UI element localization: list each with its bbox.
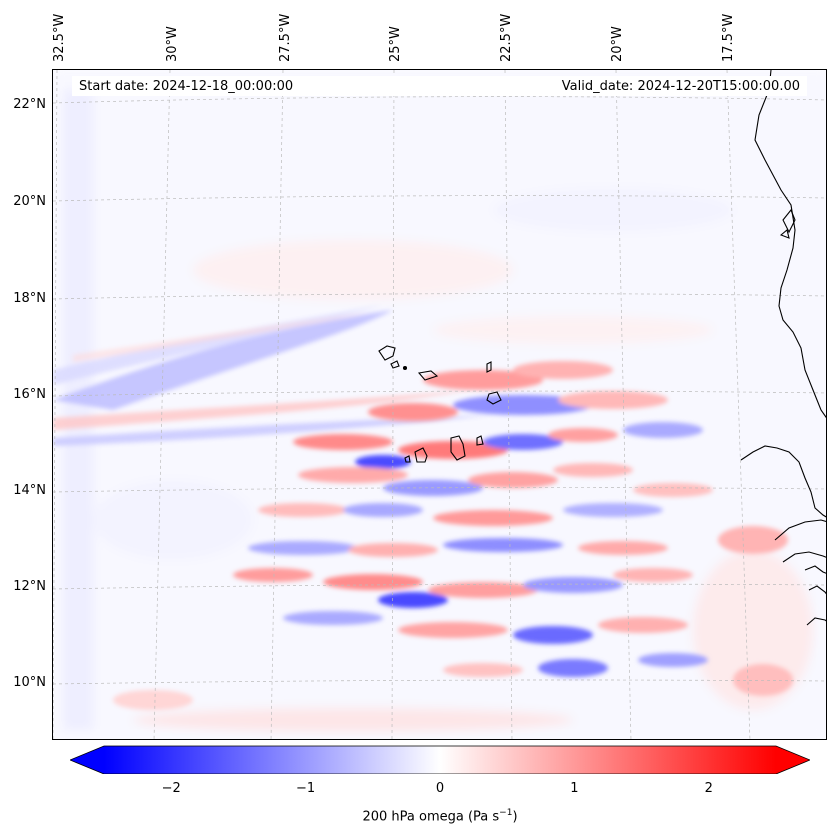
lat-label-16n: 16°N: [13, 387, 46, 402]
colorbar-label-main: 200 hPa omega (Pa s: [362, 809, 500, 825]
colorbar-outline: [70, 745, 810, 774]
colorbar-tick-label: −1: [296, 781, 316, 796]
valid-date-label: Valid_date: 2024-12-20T15:00:00.00: [561, 79, 800, 94]
colorbar-label-end: ): [512, 809, 518, 825]
lat-label-22n: 22°N: [13, 97, 46, 112]
lat-label-20n: 20°N: [13, 194, 46, 209]
lon-label-17-5w: 17.5°W: [721, 13, 736, 62]
lat-label-12n: 12°N: [13, 579, 46, 594]
cape-verde-islands: [378, 345, 502, 463]
colorbar-label-sup: −1: [499, 808, 513, 818]
coastline: [740, 70, 826, 626]
start-date-label: Start date: 2024-12-18_00:00:00: [79, 79, 294, 94]
lon-label-32-5w: 32.5°W: [52, 13, 67, 62]
lon-label-25w: 25°W: [388, 26, 403, 62]
colorbar-tick-label: −2: [161, 781, 181, 796]
colorbar-label: 200 hPa omega (Pa s−1): [0, 808, 837, 824]
map-panel[interactable]: [52, 69, 827, 740]
colorbar-tick-label: 1: [570, 781, 579, 796]
lon-label-30w: 30°W: [165, 26, 180, 62]
lat-label-14n: 14°N: [13, 483, 46, 498]
colorbar-tick-label: 2: [704, 781, 713, 796]
colorbar-gradient: [104, 746, 776, 774]
lon-label-20w: 20°W: [610, 26, 625, 62]
lon-label-27-5w: 27.5°W: [278, 13, 293, 62]
omega-field-convection: [113, 361, 793, 710]
colorbar-extend-max: [776, 746, 810, 774]
lat-label-10n: 10°N: [13, 675, 46, 690]
map-title-bar: [72, 76, 807, 96]
omega-field-bands: [53, 305, 493, 446]
lon-label-22-5w: 22.5°W: [499, 13, 514, 62]
map-gridlines: [53, 70, 826, 739]
colorbar: [70, 745, 810, 774]
colorbar-tick-label: 0: [435, 781, 445, 796]
lat-label-18n: 18°N: [13, 291, 46, 306]
omega-field-map: [53, 70, 826, 739]
colorbar-extend-min: [70, 746, 104, 774]
